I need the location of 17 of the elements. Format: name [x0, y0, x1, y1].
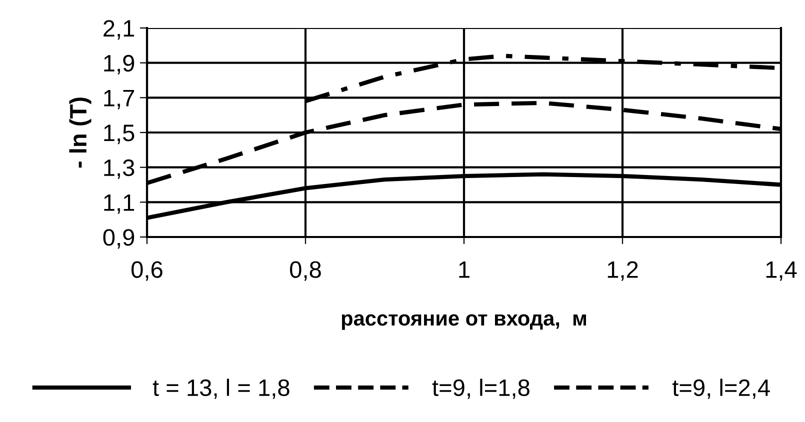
x-tick-label: 0,6	[132, 261, 162, 281]
y-tick-label: 1,9	[104, 54, 134, 74]
x-tick-label: 1,2	[608, 261, 638, 281]
y-tick-label: 0,9	[103, 229, 134, 249]
y-tick-label: 1,3	[104, 159, 134, 179]
x-tick-label: 1,4	[766, 261, 797, 281]
y-tick-label: 1,1	[104, 194, 134, 214]
legend-label: t=9, l=2,4	[672, 378, 770, 399]
x-tick-label: 0,8	[290, 261, 321, 281]
y-tick-label: 1,5	[104, 124, 134, 144]
x-tick-label: 1	[459, 261, 470, 278]
legend-label: t=9, l=1,8	[432, 378, 530, 399]
x-axis-title: расстояние от входа, м	[342, 314, 586, 330]
y-axis-title: - ln (T)	[69, 98, 92, 168]
y-tick-label: 1,7	[104, 90, 134, 110]
y-tick-label: 2,1	[104, 20, 134, 40]
legend-label: t = 13, l = 1,8	[152, 378, 290, 399]
